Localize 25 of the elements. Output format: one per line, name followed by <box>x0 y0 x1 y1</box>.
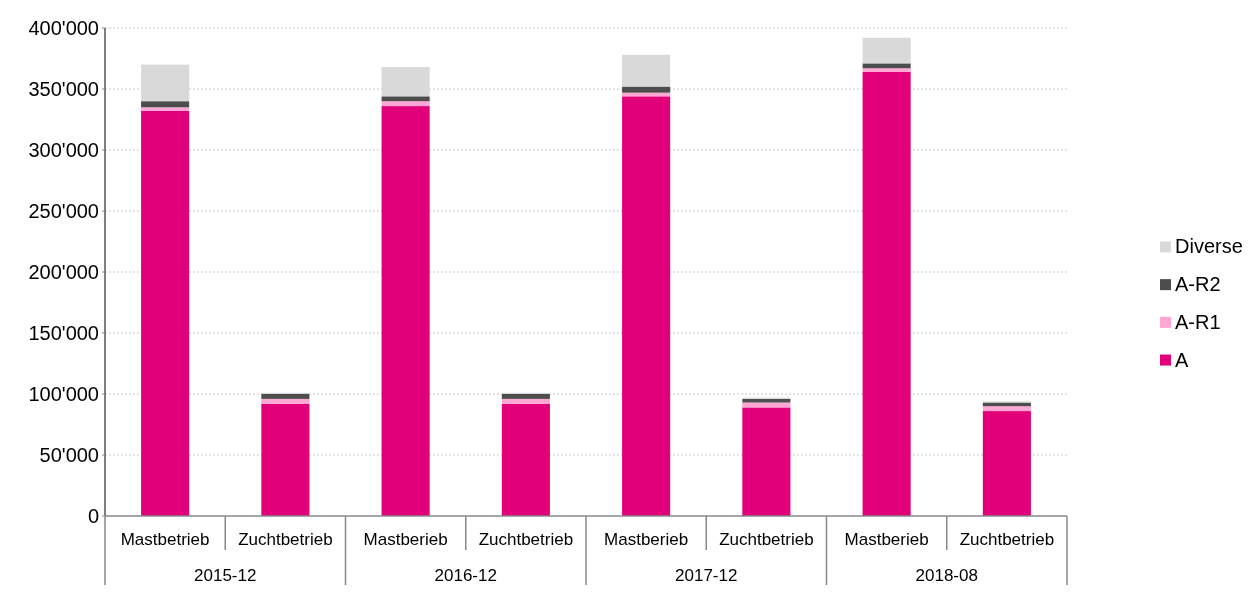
x-tick-label: Zuchtbetrieb <box>959 530 1055 549</box>
x-tick-label: Zuchtbetrieb <box>719 530 814 549</box>
legend-label: A-R2 <box>1175 273 1221 296</box>
legend-label: Diverse <box>1175 235 1243 258</box>
text: 2016-12 <box>434 566 497 585</box>
y-tick-label: 100'000 <box>28 383 99 405</box>
text: 2015-12 <box>194 566 257 585</box>
x-tick-label: Mastberieb <box>604 530 689 549</box>
x-tick-label: Zuchtbetrieb <box>478 530 574 549</box>
text: 2018-08 <box>915 566 978 585</box>
x-tick-label: Mastbetrieb <box>120 530 210 549</box>
x-tick-label: Zuchtbetrieb <box>238 530 333 549</box>
x-tick-label: Mastberieb <box>363 530 448 549</box>
y-tick-label: 50'000 <box>39 444 99 466</box>
legend-label: A-R1 <box>1175 310 1221 333</box>
y-tick-label: 200'000 <box>28 261 99 283</box>
y-tick-label: 150'000 <box>28 322 99 344</box>
y-tick-label: 350'000 <box>28 78 99 100</box>
y-tick-label: 250'000 <box>28 200 99 222</box>
x-tick-label: Mastberieb <box>844 530 929 549</box>
y-tick-label: 0 <box>87 505 99 527</box>
y-tick-label: 300'000 <box>28 139 99 161</box>
legend-label: A <box>1175 348 1189 371</box>
y-tick-label: 400'000 <box>28 17 99 39</box>
text: 2017-12 <box>675 566 738 585</box>
